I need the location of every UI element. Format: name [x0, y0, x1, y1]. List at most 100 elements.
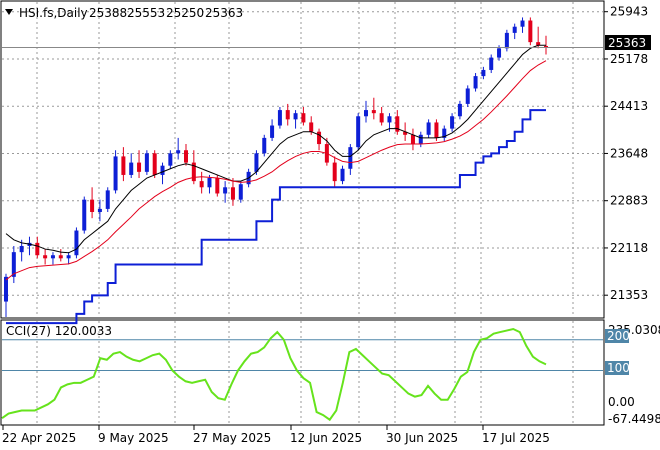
candle-down	[215, 178, 220, 194]
candle-up	[74, 230, 79, 256]
candle-up	[450, 116, 455, 129]
price-tick-label: 23648	[610, 146, 648, 160]
candle-down	[434, 122, 439, 138]
candle-up	[497, 48, 502, 58]
moving-averages	[2, 44, 603, 325]
date-tick-label: 12 Jun 2025	[290, 431, 362, 445]
candle-down	[528, 20, 533, 43]
candle-down	[332, 162, 337, 182]
candle-up	[387, 116, 392, 123]
fast-ma-line	[5, 44, 546, 254]
candle-down	[544, 45, 548, 48]
candle-up	[262, 137, 267, 154]
date-tick-label: 9 May 2025	[98, 431, 169, 445]
cci-zero-label: 0.00	[608, 395, 635, 409]
date-tick-label: 27 May 2025	[193, 431, 271, 445]
ohlc-close: 25363	[205, 6, 243, 20]
candle-up	[238, 184, 243, 200]
date-tick-label: 22 Apr 2025	[2, 431, 76, 445]
candle-up	[11, 252, 16, 277]
candle-down	[285, 110, 290, 120]
trailing-stop-line	[6, 109, 546, 325]
collapse-triangle-icon[interactable]	[5, 9, 13, 15]
price-tick-label: 21353	[610, 288, 648, 302]
candle-up	[512, 26, 517, 33]
gridlines	[2, 2, 603, 424]
candle-up	[19, 245, 24, 253]
date-tick-label: 17 Jul 2025	[482, 431, 550, 445]
candle-down	[317, 131, 322, 145]
candle-down	[379, 113, 384, 123]
cci-200-label: 200	[607, 329, 630, 343]
candle-down	[35, 242, 40, 256]
candle-up	[442, 128, 447, 138]
candle-up	[66, 255, 71, 259]
candle-up	[4, 276, 8, 302]
candle-up	[348, 147, 353, 169]
price-tick-label: 25178	[610, 52, 648, 66]
candle-up	[254, 153, 259, 172]
candle-up	[457, 103, 462, 117]
candle-up	[50, 255, 55, 259]
candle-up	[426, 122, 431, 135]
candle-down	[90, 199, 95, 212]
cci-title: CCI(27) 120.0033	[6, 324, 112, 338]
current-price-label: 25363	[608, 36, 646, 50]
candle-up	[113, 156, 118, 191]
candle-up	[97, 208, 102, 212]
candle-down	[137, 162, 142, 172]
candle-up	[356, 116, 361, 148]
cci-200-badge	[605, 329, 629, 343]
date-axis: 22 Apr 2025 9 May 2025 27 May 2025 12 Jun 2…	[2, 425, 550, 445]
price-tick-label: 22118	[610, 241, 648, 255]
date-tick-label: 30 Jun 2025	[386, 431, 458, 445]
candle-up	[340, 168, 345, 182]
current-price-badge	[605, 35, 651, 50]
candle-up	[270, 125, 275, 138]
cci-panel-frame	[0, 319, 605, 426]
candle-up	[465, 88, 470, 104]
ohlc-low: 25250	[166, 6, 204, 20]
candle-down	[410, 134, 415, 145]
candle-down	[184, 150, 188, 163]
candle-up	[144, 153, 149, 172]
candle-up	[176, 150, 181, 154]
candle-up	[160, 165, 165, 175]
cci-min-label: -67.4498	[608, 412, 660, 426]
candle-down	[152, 153, 157, 175]
ohlc-open: 25388	[89, 6, 127, 20]
candle-down	[230, 187, 235, 200]
ohlc-high: 25553	[127, 6, 165, 20]
candle-up	[129, 162, 134, 175]
candle-down	[58, 255, 63, 259]
candle-up	[223, 187, 228, 194]
candle-down	[395, 116, 400, 132]
candle-up	[489, 57, 494, 70]
price-tick-label: 24413	[610, 99, 648, 113]
symbol-label: HSI.fs,Daily	[19, 6, 88, 20]
cci-indicator	[1, 327, 603, 422]
candle-down	[301, 113, 306, 123]
candle-down	[43, 255, 48, 259]
candle-up	[207, 178, 212, 188]
candle-down	[536, 42, 541, 46]
cci-100-badge	[605, 361, 629, 375]
candle-up	[504, 32, 509, 49]
candle-up	[418, 134, 423, 145]
candles	[4, 17, 548, 317]
slow-ma-line	[5, 60, 547, 281]
cci-line	[1, 327, 547, 422]
candle-up	[277, 110, 282, 126]
candle-up	[481, 69, 486, 77]
candle-up	[293, 113, 298, 120]
candle-down	[309, 122, 314, 132]
candle-down	[191, 162, 196, 182]
candle-up	[473, 76, 478, 89]
price-axis: 25943 25178 24413 23648 22883 22118 21353	[604, 5, 648, 302]
candle-up	[82, 199, 87, 231]
candle-up	[364, 110, 368, 117]
cci-100-label: 100	[607, 361, 630, 375]
candle-up	[520, 20, 525, 27]
candle-down	[199, 181, 204, 188]
